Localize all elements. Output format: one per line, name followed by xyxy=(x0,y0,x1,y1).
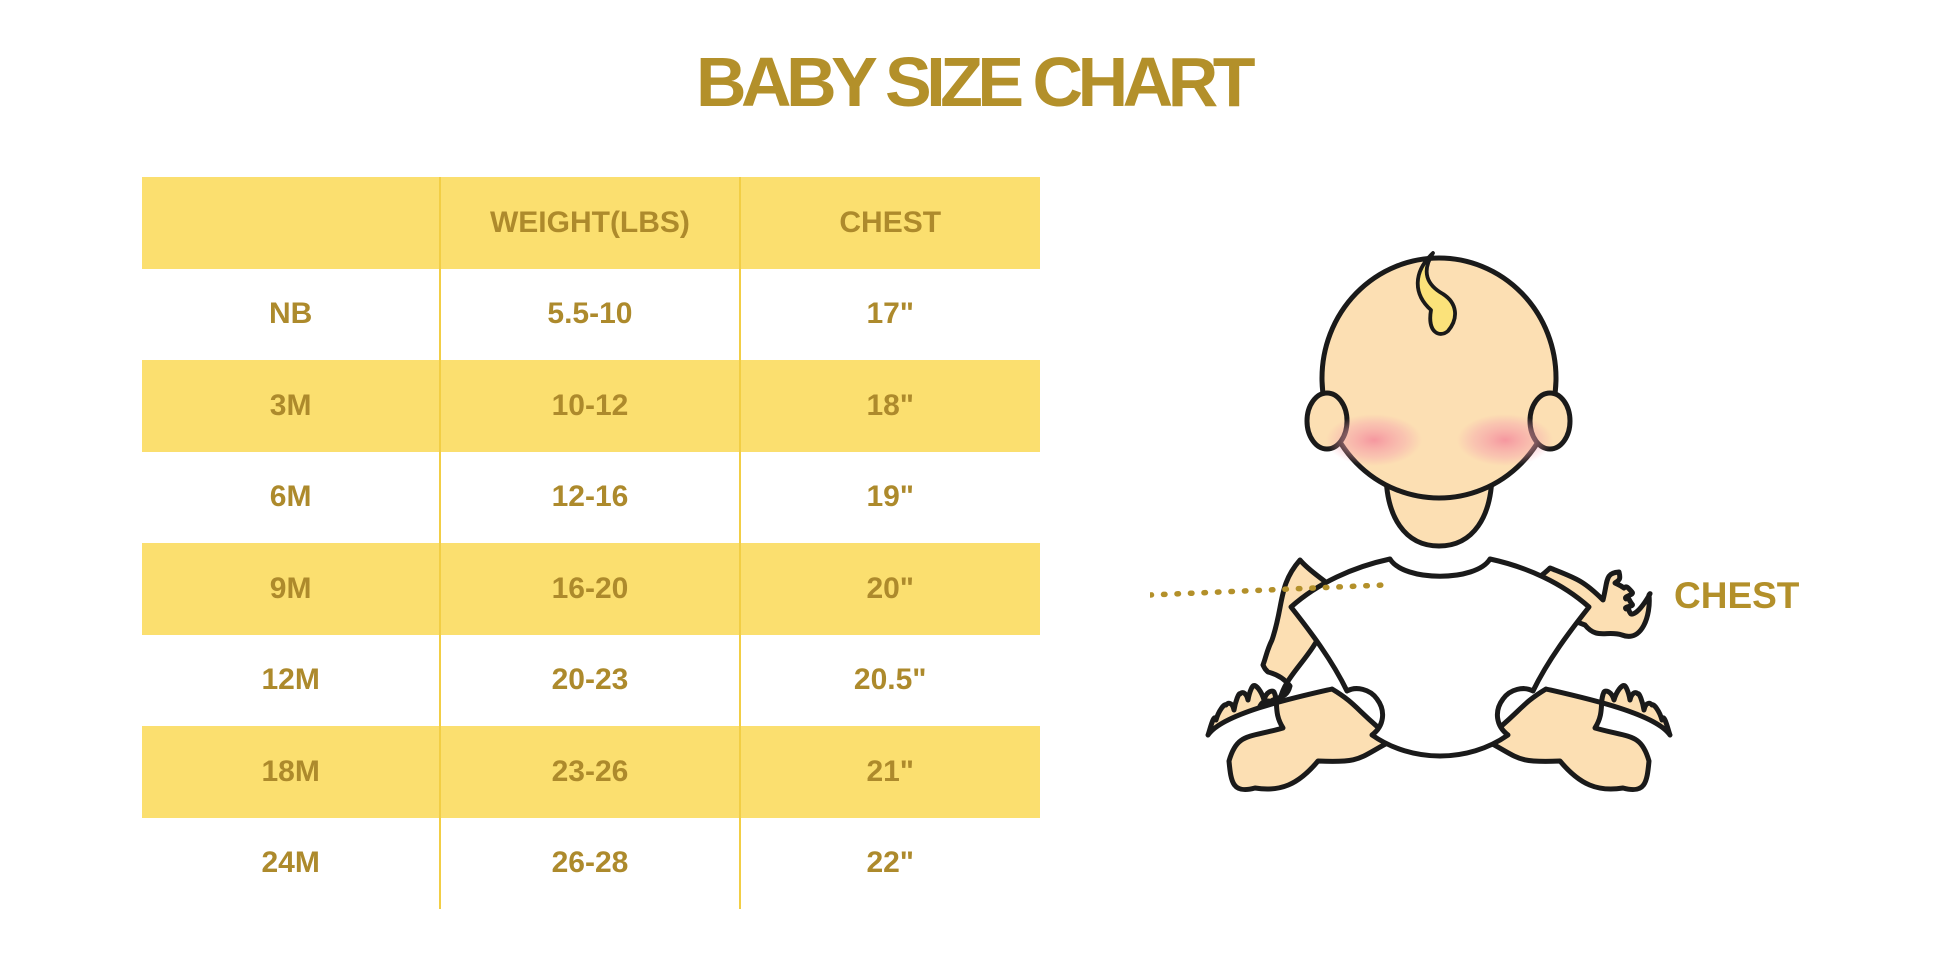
svg-text:CHEST: CHEST xyxy=(1674,575,1800,616)
